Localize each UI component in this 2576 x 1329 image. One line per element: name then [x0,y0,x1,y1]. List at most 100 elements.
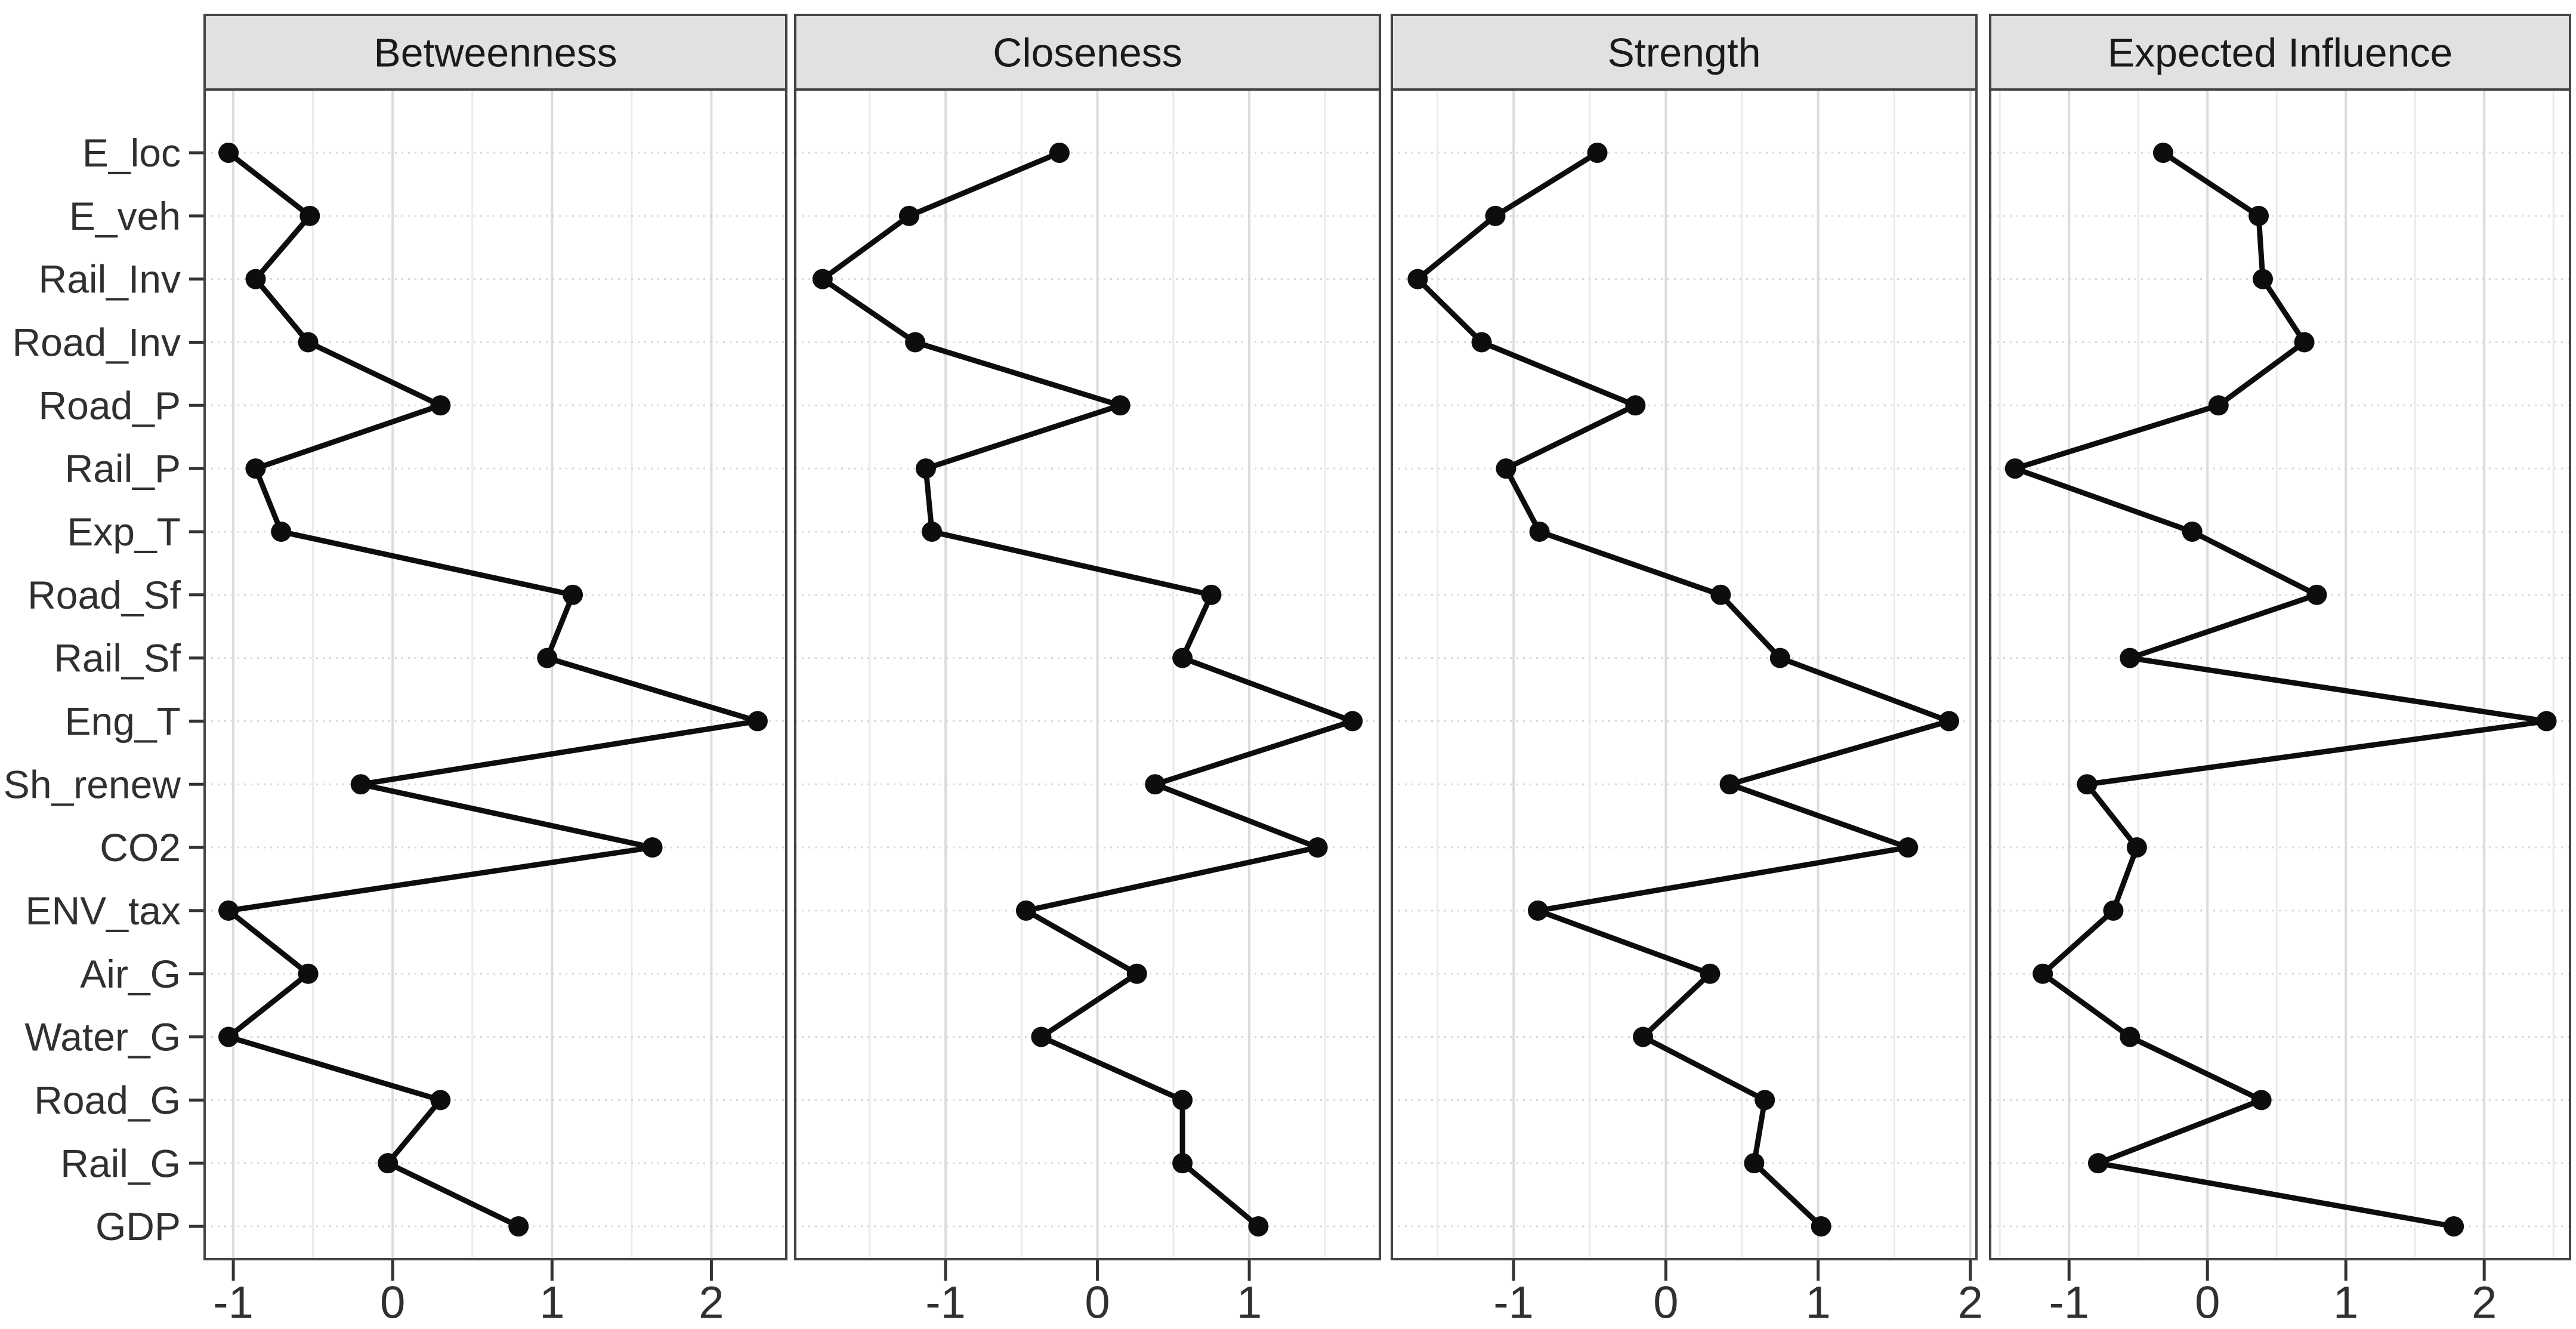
x-tick-label: 1 [1237,1278,1262,1328]
x-tick-label: 0 [1085,1278,1110,1328]
x-tick-label: 1 [1805,1278,1830,1328]
panel-expected-influence: -1 0 1 2 Expected Influence [1989,14,2571,1328]
data-point-gdp [1248,1216,1269,1237]
data-point-rail-inv [812,269,833,289]
data-point-rail-g [2087,1153,2108,1174]
data-point-rail-g [378,1153,399,1174]
series-line [820,150,1355,1229]
data-point-rail-sf [1172,647,1193,668]
panel-closeness: -1 0 1 Closeness [794,14,1381,1328]
y-axis-label: Eng_T [65,699,181,744]
data-point-air-g [2033,963,2053,984]
facet-strip [1989,14,2571,91]
data-point-e-veh [2248,205,2269,226]
data-point-water-g [218,1026,239,1047]
data-point-road-inv [298,332,319,353]
data-point-road-inv [905,332,926,353]
data-point-road-p [430,395,451,416]
data-point-road-sf [2306,584,2327,605]
data-point-co2 [1898,837,1919,858]
data-point-env-tax [218,900,239,921]
x-tick-label: 2 [2472,1278,2497,1328]
y-axis-label: Road_Inv [12,320,181,365]
data-point-e-loc [1587,143,1608,163]
data-point-e-loc [1049,143,1070,163]
x-tick-label: 1 [2333,1278,2358,1328]
y-axis-label: Road_G [34,1078,181,1122]
data-point-road-inv [1471,332,1492,353]
y-axis-label: Rail_Sf [54,636,181,680]
panel-betweenness: -1 0 1 2 Betweenness [203,14,787,1328]
facet-strip [794,14,1381,91]
x-tick-label: 2 [1958,1278,1983,1328]
panel-gridlines [1392,90,1976,1259]
data-point-e-veh [898,205,919,226]
series-line [2012,150,2550,1229]
y-axis-label: Rail_G [60,1141,181,1185]
data-point-road-p [2208,395,2229,416]
panel-border [203,88,787,1260]
data-point-sh-renew [1719,774,1740,795]
data-point-exp-t [1529,521,1550,542]
data-point-road-g [430,1090,451,1111]
y-axis-label: Water_G [24,1015,181,1059]
data-point-rail-sf [2120,647,2141,668]
data-point-co2 [1307,837,1328,858]
panel-gridlines [1990,90,2570,1259]
data-point-exp-t [922,521,943,542]
data-point-eng-t [747,711,768,732]
panel-plot-background [205,90,786,1259]
data-point-rail-p [915,458,936,479]
data-point-rail-p [245,458,266,479]
data-point-rail-g [1744,1153,1765,1174]
x-tick-label: 0 [2195,1278,2220,1328]
data-point-road-g [1755,1090,1775,1111]
data-point-e-veh [299,205,320,226]
facet-strip-title: Strength [1607,30,1760,75]
data-point-eng-t [1939,711,1960,732]
data-point-sh-renew [350,774,371,795]
x-tick-label: 0 [380,1278,405,1328]
series-line [226,150,761,1229]
data-point-exp-t [2182,521,2203,542]
data-point-sh-renew [2077,774,2098,795]
data-point-rail-inv [1407,269,1428,289]
data-point-road-sf [1710,584,1731,605]
panel-strength: -1 0 1 2 Strength [1391,14,1983,1328]
data-point-road-inv [2294,332,2315,353]
data-point-co2 [642,837,663,858]
data-point-road-g [1172,1090,1193,1111]
x-tick-label: 2 [699,1278,724,1328]
y-axis-label: Exp_T [67,510,181,554]
panel-border [1989,88,2571,1260]
y-axis-label: Road_Sf [27,573,181,617]
data-point-road-p [1625,395,1646,416]
y-axis-label: Rail_Inv [39,257,181,301]
data-point-e-veh [1485,205,1506,226]
panel-border [1391,88,1978,1260]
y-axis-label: ENV_tax [26,889,181,933]
data-point-rail-g [1172,1153,1193,1174]
y-axis-label: Sh_renew [4,762,181,806]
data-point-env-tax [1528,900,1548,921]
data-point-road-p [1110,395,1131,416]
y-axis-label: E_loc [82,131,181,175]
facet-strip-title: Closeness [993,30,1182,75]
panel-gridlines [795,90,1380,1259]
x-tick-label: -1 [213,1278,254,1328]
y-axis-label: Air_G [80,952,181,996]
x-tick-label: -1 [925,1278,966,1328]
data-point-rail-p [2004,458,2025,479]
x-tick-label: 0 [1653,1278,1678,1328]
data-point-exp-t [271,521,292,542]
data-point-road-sf [563,584,583,605]
data-point-e-loc [218,143,239,163]
data-point-air-g [298,963,319,984]
facet-strip [203,14,787,91]
y-axis-label: Rail_P [65,446,181,491]
panel-plot-background [1990,90,2570,1259]
facet-strip-title: Expected Influence [2108,30,2453,75]
data-point-water-g [1031,1026,1052,1047]
